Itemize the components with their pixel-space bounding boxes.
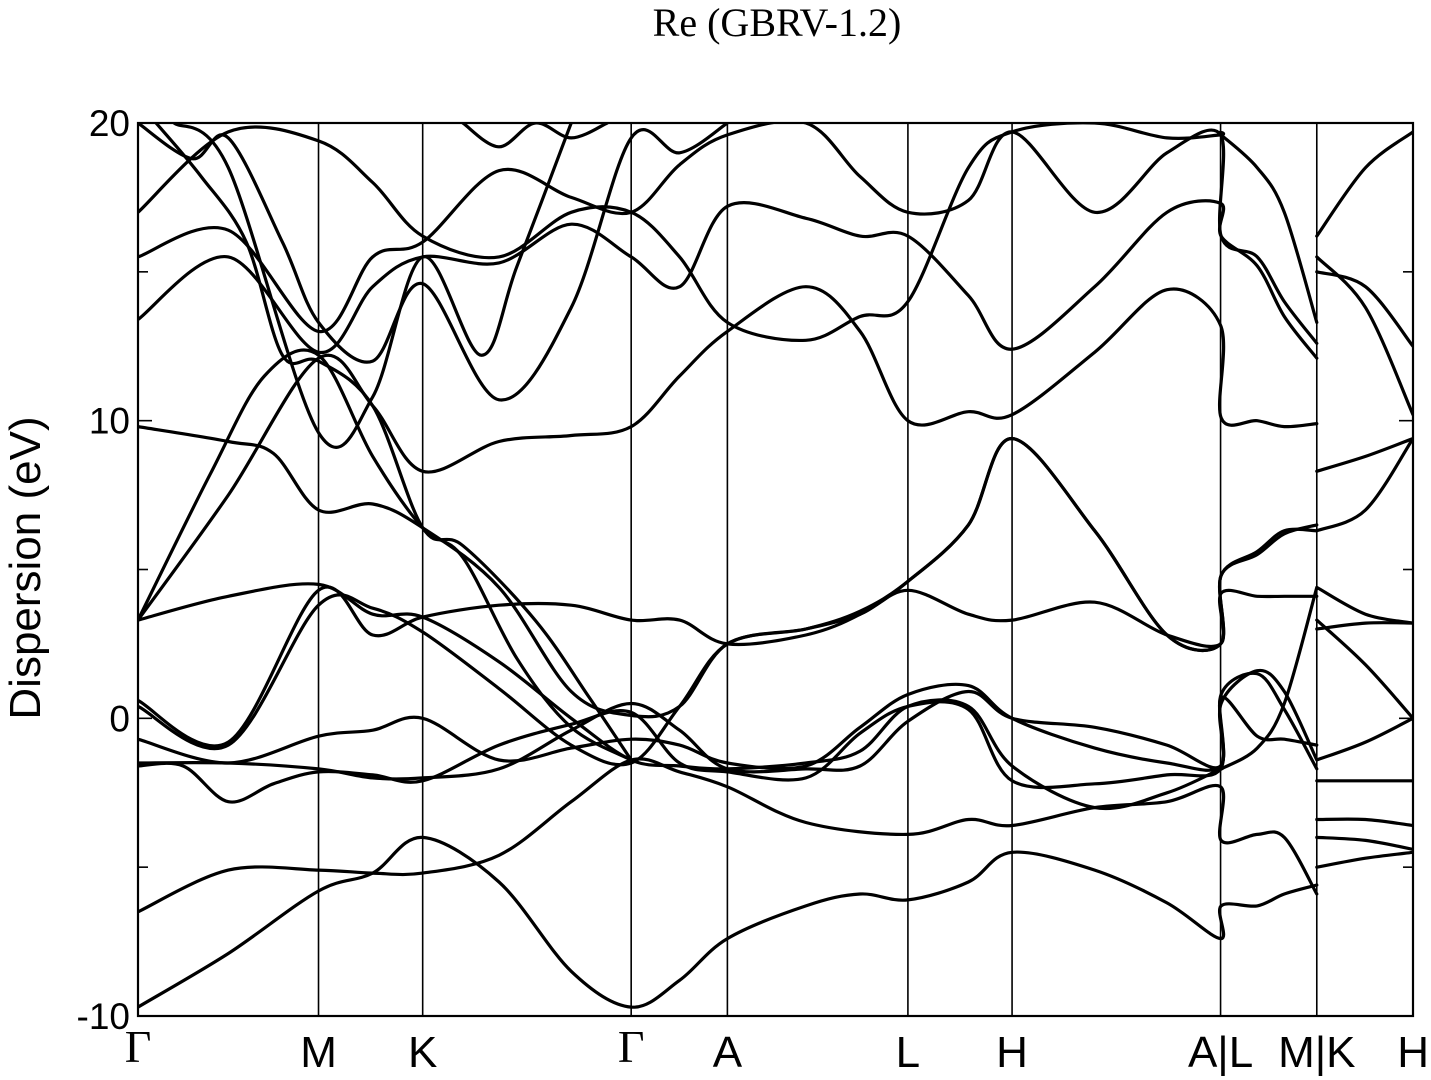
x-tick-label-7: A|L xyxy=(1188,1028,1253,1077)
bands-layer xyxy=(138,123,1413,1009)
plot-frame xyxy=(136,121,1415,1018)
band-1 xyxy=(138,835,1413,1009)
band-16 xyxy=(154,123,633,762)
band-12 xyxy=(138,123,1413,417)
y-tick-label-2: 0 xyxy=(109,698,130,739)
band-15 xyxy=(172,123,573,449)
x-tick-label-6: H xyxy=(996,1028,1028,1077)
band-17 xyxy=(461,123,609,149)
chart-title: Re (GBRV-1.2) xyxy=(653,0,902,45)
band-10 xyxy=(138,425,1413,719)
y-tick-label-3: -10 xyxy=(77,996,130,1037)
band-8 xyxy=(138,582,1413,811)
x-tick-label-0: Γ xyxy=(125,1021,152,1072)
y-axis-label: Dispersion (eV) xyxy=(1,416,50,719)
y-tick-label-0: 20 xyxy=(89,103,130,144)
x-tick-label-2: K xyxy=(408,1028,437,1077)
x-tick-label-8: M|K xyxy=(1278,1028,1355,1077)
x-tick-label-3: Γ xyxy=(618,1021,645,1072)
x-tick-label-9: H xyxy=(1397,1028,1429,1077)
band-18 xyxy=(138,348,633,762)
x-tick-labels: Γ M K Γ A L H A|L M|K H xyxy=(125,1021,1429,1077)
y-ticks: 20 10 0 -10 xyxy=(77,103,1413,1037)
band-13 xyxy=(138,123,1413,343)
y-tick-label-1: 10 xyxy=(89,401,130,442)
band-5 xyxy=(138,668,1413,772)
k-point-lines xyxy=(317,123,1318,1016)
x-tick-label-1: M xyxy=(300,1028,337,1077)
band-2 xyxy=(138,757,1413,914)
x-tick-label-5: L xyxy=(896,1028,920,1077)
x-tick-label-4: A xyxy=(713,1028,743,1077)
